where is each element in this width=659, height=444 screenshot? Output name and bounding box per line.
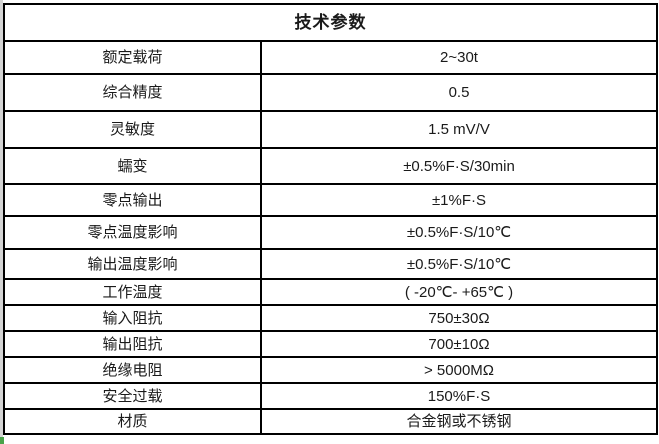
param-value-cell[interactable]: ±0.5%F·S/30min — [260, 147, 658, 185]
table-row: 绝缘电阻 > 5000MΩ — [3, 356, 658, 384]
param-value-cell[interactable]: 700±10Ω — [260, 330, 658, 358]
param-label-cell[interactable]: 绝缘电阻 — [3, 356, 262, 384]
param-label-cell[interactable]: 额定载荷 — [3, 40, 262, 75]
param-label-cell[interactable]: 输入阻抗 — [3, 304, 262, 332]
param-label-cell[interactable]: 蠕变 — [3, 147, 262, 185]
param-label-cell[interactable]: 安全过载 — [3, 382, 262, 410]
param-value-cell[interactable]: ±1%F·S — [260, 183, 658, 217]
table-row: 输出阻抗 700±10Ω — [3, 330, 658, 358]
param-label-cell[interactable]: 综合精度 — [3, 73, 262, 112]
table-header-row: 技术参数 — [3, 3, 658, 42]
table-row: 综合精度 0.5 — [3, 73, 658, 112]
table-row: 蠕变 ±0.5%F·S/30min — [3, 147, 658, 185]
param-value-cell[interactable]: 合金钢或不锈钢 — [260, 408, 658, 435]
param-label-cell[interactable]: 零点温度影响 — [3, 215, 262, 250]
param-value-cell[interactable]: ±0.5%F·S/10℃ — [260, 215, 658, 250]
table-row: 输出温度影响 ±0.5%F·S/10℃ — [3, 248, 658, 280]
param-value-cell[interactable]: 150%F·S — [260, 382, 658, 410]
table-row: 安全过载 150%F·S — [3, 382, 658, 410]
param-label-cell[interactable]: 输出温度影响 — [3, 248, 262, 280]
table-row: 输入阻抗 750±30Ω — [3, 304, 658, 332]
param-label-cell[interactable]: 材质 — [3, 408, 262, 435]
table-title: 技术参数 — [3, 3, 658, 42]
table-row: 材质 合金钢或不锈钢 — [3, 408, 658, 435]
param-value-cell[interactable]: 0.5 — [260, 73, 658, 112]
table-row: 工作温度 ( -20℃- +65℃ ) — [3, 278, 658, 306]
table-row: 灵敏度 1.5 mV/V — [3, 110, 658, 149]
table-row: 零点输出 ±1%F·S — [3, 183, 658, 217]
param-label-cell[interactable]: 输出阻抗 — [3, 330, 262, 358]
param-label-cell[interactable]: 灵敏度 — [3, 110, 262, 149]
table-row: 额定载荷 2~30t — [3, 40, 658, 75]
technical-parameters-table: 技术参数 额定载荷 2~30t 综合精度 0.5 灵敏度 1.5 mV/V 蠕变… — [3, 3, 658, 435]
param-value-cell[interactable]: 1.5 mV/V — [260, 110, 658, 149]
param-value-cell[interactable]: 2~30t — [260, 40, 658, 75]
param-value-cell[interactable]: ( -20℃- +65℃ ) — [260, 278, 658, 306]
sheet-edge-strip — [0, 0, 3, 437]
param-value-cell[interactable]: 750±30Ω — [260, 304, 658, 332]
param-value-cell[interactable]: ±0.5%F·S/10℃ — [260, 248, 658, 280]
selection-fill-handle[interactable] — [0, 437, 4, 444]
table-row: 零点温度影响 ±0.5%F·S/10℃ — [3, 215, 658, 250]
param-label-cell[interactable]: 零点输出 — [3, 183, 262, 217]
param-value-cell[interactable]: > 5000MΩ — [260, 356, 658, 384]
param-label-cell[interactable]: 工作温度 — [3, 278, 262, 306]
